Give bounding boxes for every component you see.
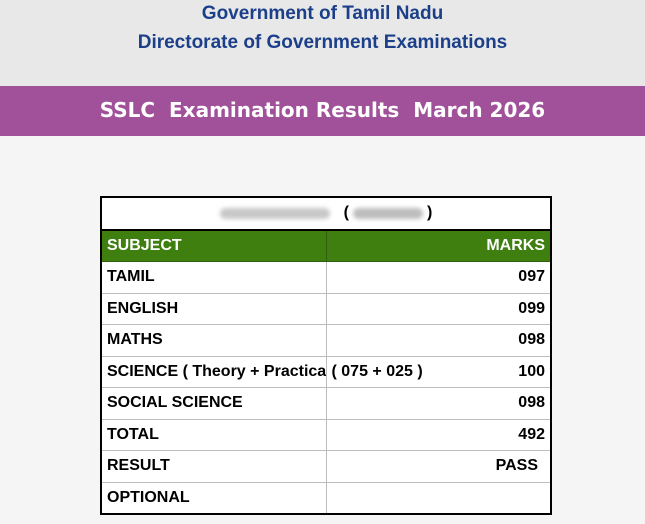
banner-title: SSLC Examination Results March 2026 [99,98,546,122]
table-header-row: SUBJECT MARKS [100,229,552,262]
subject-tamil: TAMIL [100,261,327,294]
table-row: MATHS 098 [100,324,552,357]
subject-maths: MATHS [100,324,327,357]
marks-column-header: MARKS [325,229,552,262]
marks-english: 099 [325,292,552,325]
blurred-student-name [219,207,330,219]
marks-science-cell: ( 075 + 025 ) 100 [325,355,552,388]
subject-result: RESULT [100,450,327,483]
marks-optional [325,481,552,514]
subject-optional: OPTIONAL [100,481,327,514]
subject-total: TOTAL [100,418,327,451]
open-paren: ( [343,204,349,222]
results-banner: SSLC Examination Results March 2026 [0,86,645,136]
science-breakdown: ( 075 + 025 ) [331,362,423,380]
marks-social-science: 098 [325,387,552,420]
blurred-register-number [353,207,423,219]
marks-tamil: 097 [325,261,552,294]
page-header: Government of Tamil Nadu Directorate of … [0,0,645,86]
table-row: OPTIONAL [100,481,552,514]
table-row: ENGLISH 099 [100,292,552,325]
close-paren: ) [427,204,433,222]
table-row: TOTAL 492 [100,418,552,451]
table-row: RESULT PASS [100,450,552,483]
marks-table: () SUBJECT MARKS TAMIL 097 ENGLISH 099 M… [100,196,552,515]
directorate-title: Directorate of Government Examinations [137,32,508,53]
subject-english: ENGLISH [100,292,327,325]
table-row: SOCIAL SCIENCE 098 [100,387,552,420]
student-name-row: () [100,196,552,231]
marks-total: 492 [325,418,552,451]
table-row: SCIENCE ( Theory + Practical ) ( 075 + 0… [100,355,552,388]
result-value: PASS [325,450,552,483]
marks-maths: 098 [325,324,552,357]
student-name-cell: () [100,196,552,231]
subject-column-header: SUBJECT [100,229,327,262]
marks-science: 100 [518,362,545,380]
table-row: TAMIL 097 [100,261,552,294]
government-title: Government of Tamil Nadu [201,3,444,24]
subject-social-science: SOCIAL SCIENCE [100,387,327,420]
subject-science: SCIENCE ( Theory + Practical ) [100,355,327,388]
